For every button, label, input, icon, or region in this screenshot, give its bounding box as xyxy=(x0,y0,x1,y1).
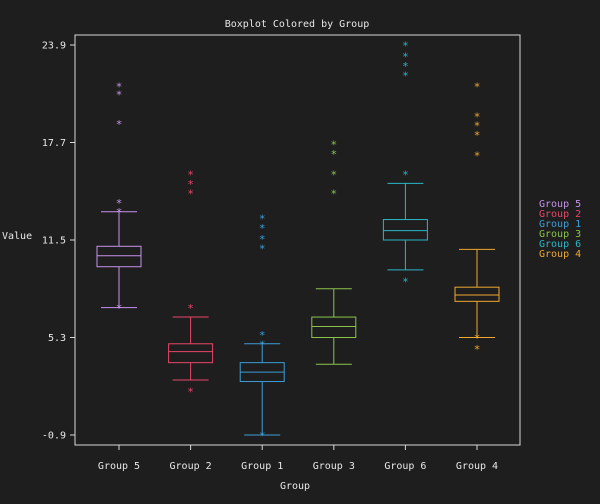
outlier-point: * xyxy=(402,51,409,64)
x-tick-label: Group 2 xyxy=(170,461,212,472)
outlier-point: * xyxy=(116,197,123,210)
outlier-point: * xyxy=(330,187,337,200)
box-group-3: **** xyxy=(311,139,357,365)
x-tick-label: Group 3 xyxy=(313,461,355,472)
outlier-point: * xyxy=(187,187,194,200)
chart-title: Boxplot Colored by Group xyxy=(225,19,370,30)
outlier-point: * xyxy=(474,343,481,356)
y-tick-label: 23.9 xyxy=(42,41,66,52)
outlier-point: * xyxy=(402,168,409,181)
iqr-box xyxy=(454,286,500,302)
y-axis-ticks: -0.9 5.3 11.5 17.7 23.9 xyxy=(42,41,75,442)
y-axis-label: Value xyxy=(2,231,32,242)
outlier-point: * xyxy=(259,233,266,246)
legend-entry: Group 5 xyxy=(539,199,581,210)
outlier-point: * xyxy=(330,148,337,161)
outlier-point: * xyxy=(474,150,481,163)
outlier-point: * xyxy=(259,242,266,255)
x-axis-label: Group xyxy=(280,481,310,492)
legend-entry: Group 4 xyxy=(539,249,581,260)
outlier-point: * xyxy=(259,212,266,225)
outlier-point: * xyxy=(402,40,409,53)
outlier-point: * xyxy=(187,168,194,181)
outlier-point: * xyxy=(116,118,123,131)
outlier-point: * xyxy=(259,222,266,235)
legend-entry: Group 3 xyxy=(539,229,581,240)
outlier-point: * xyxy=(330,168,337,181)
iqr-box xyxy=(311,316,357,339)
legend-entry: Group 1 xyxy=(539,219,581,230)
y-tick-label: 5.3 xyxy=(48,333,66,344)
outlier-point: * xyxy=(259,338,266,351)
outlier-point: * xyxy=(187,385,194,398)
outlier-point: * xyxy=(474,120,481,133)
outlier-point: * xyxy=(474,80,481,93)
outlier-point: * xyxy=(116,80,123,93)
outlier-point: * xyxy=(187,178,194,191)
x-tick-label: Group 1 xyxy=(241,461,283,472)
x-axis-ticks: Group 5 Group 2 Group 1 Group 3 Group 6 Group… xyxy=(98,445,498,472)
outlier-point: * xyxy=(402,60,409,73)
outlier-point: * xyxy=(474,332,481,345)
outlier-point: * xyxy=(330,139,337,152)
box-series: *********************************** xyxy=(96,40,500,443)
iqr-box xyxy=(382,219,428,241)
outlier-point: * xyxy=(259,329,266,342)
iqr-box xyxy=(168,343,214,364)
outlier-point: * xyxy=(116,302,123,315)
outlier-point: * xyxy=(116,88,123,101)
outlier-point: * xyxy=(402,69,409,82)
box-group-5: ****** xyxy=(96,80,142,315)
y-tick-label: 11.5 xyxy=(42,236,66,247)
box-group-4: ******* xyxy=(454,80,500,356)
outlier-point: * xyxy=(402,275,409,288)
box-group-2: ***** xyxy=(168,168,214,398)
plot-frame xyxy=(74,34,521,446)
outlier-point: * xyxy=(474,110,481,123)
x-tick-label: Group 6 xyxy=(384,461,426,472)
x-tick-label: Group 5 xyxy=(98,461,140,472)
box-group-6: ****** xyxy=(382,40,428,288)
y-tick-label: 17.7 xyxy=(42,138,66,149)
x-tick-label: Group 4 xyxy=(456,461,498,472)
legend-entry: Group 6 xyxy=(539,239,581,250)
outlier-point: * xyxy=(116,206,123,219)
y-tick-label: -0.9 xyxy=(42,431,66,442)
outlier-point: * xyxy=(259,430,266,443)
outlier-point: * xyxy=(187,302,194,315)
box-group-1: ******* xyxy=(239,212,285,443)
iqr-box xyxy=(96,245,142,268)
outlier-point: * xyxy=(474,129,481,142)
legend-entry: Group 2 xyxy=(539,209,581,220)
